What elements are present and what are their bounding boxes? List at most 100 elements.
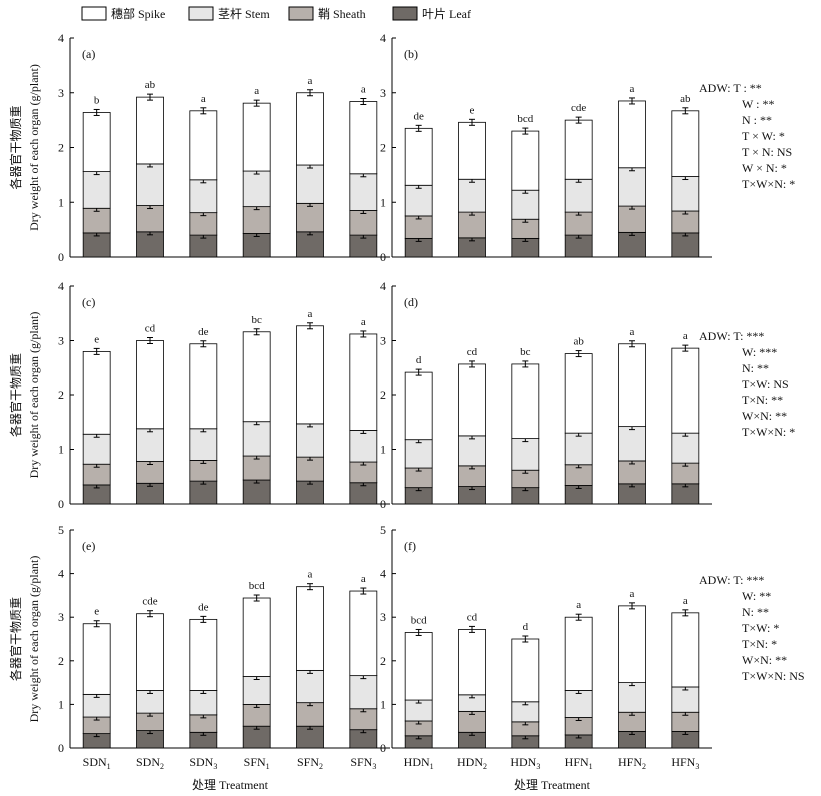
bar-segment <box>618 605 646 684</box>
bar-segment <box>82 350 111 435</box>
y-tick-label: 2 <box>58 141 64 155</box>
x-tick-base: HFN <box>565 755 589 769</box>
bar-stack: ffdbcd <box>511 113 540 258</box>
bar-segment <box>296 423 324 458</box>
x-tick-base: SDN <box>189 755 213 769</box>
significance-letter: e <box>94 333 99 345</box>
bar-segment <box>511 438 540 471</box>
bar-segment <box>296 202 324 233</box>
bar-segment <box>671 432 700 464</box>
significance-letter: a <box>254 85 259 97</box>
legend-label: 穗部 Spike <box>111 6 165 21</box>
x-axis-title: 处理 Treatment <box>192 778 269 792</box>
significance-letter: d <box>523 621 529 633</box>
x-tick-base: SDN <box>83 755 107 769</box>
bar-stack: deefdebcd <box>404 614 433 749</box>
significance-letter: cde <box>571 102 586 114</box>
bar-segment <box>458 629 486 696</box>
anova-stats: ADW: T: *** W: ** N: ** T×W: * T×N: * W×N: **… <box>699 573 805 683</box>
bar-segment <box>189 618 218 691</box>
legend-swatch <box>81 6 107 21</box>
bar-segment <box>404 632 433 701</box>
bar-stack: abbbcd <box>242 580 271 749</box>
y-tick-label: 1 <box>58 195 64 209</box>
bar-segment <box>618 167 646 207</box>
significance-letter: cde <box>142 596 157 608</box>
significance-letter: a <box>201 93 206 105</box>
y-axis-title-en: Dry weight of each organ (g/plant) <box>27 556 41 723</box>
significance-letter: a <box>361 316 366 328</box>
bar-stack: cdbccde <box>564 102 593 258</box>
anova-stat-line: T × N: NS <box>742 145 792 159</box>
bar-segment <box>511 363 540 439</box>
panel-label: (d) <box>404 295 418 309</box>
anova-stat-line: ADW: T : ** <box>699 81 762 95</box>
significance-letter: a <box>683 330 688 342</box>
x-tick-label: HFN3 <box>671 755 699 771</box>
x-tick-label: SFN2 <box>297 755 323 771</box>
bar-segment <box>296 92 324 166</box>
chart-panel: 0 1 2 3 4 (c) ffce ebcdabcd ccdbcde aaabc bcaaba de… <box>58 279 390 511</box>
bar-segment <box>136 96 164 165</box>
x-tick-sub: 1 <box>266 762 270 771</box>
panel-label: (e) <box>82 539 95 553</box>
legend: 穗部 Spike 茎杆 Stem 鞘 Sheath 叶片 Leaf <box>81 6 471 21</box>
significance-letter: a <box>576 599 581 611</box>
significance-letter: bc <box>251 314 262 326</box>
bar-segment <box>618 100 646 169</box>
bar-segment <box>404 439 433 469</box>
y-tick-label: 3 <box>58 86 64 100</box>
chart-panels: 01234(a)aaabbabaabaebaababaaaaaacdaba012… <box>58 31 805 771</box>
significance-letter: b <box>94 94 100 106</box>
y-tick-label: 3 <box>58 334 64 348</box>
bar-stack: cddedecde <box>136 596 164 749</box>
bar-segment <box>189 690 218 716</box>
bar-segment <box>671 232 700 258</box>
bar-segment <box>136 163 164 206</box>
bar-segment <box>349 173 378 211</box>
significance-letter: e <box>94 606 99 618</box>
bar-stack: edefee <box>82 606 111 749</box>
x-tick-sub: 1 <box>107 762 111 771</box>
bar-segment <box>511 638 540 703</box>
bar-segment <box>242 233 271 258</box>
bar-segment <box>189 343 218 430</box>
significance-letter: d <box>416 354 422 366</box>
bar-segment <box>242 455 271 481</box>
bar-segment <box>404 127 433 186</box>
chart-panel: 012345(f)deefdebcdHDN1bcdecdHDN2effdHDN3… <box>380 523 805 771</box>
anova-stat-line: N: ** <box>742 605 769 619</box>
y-tick-label: 2 <box>58 654 64 668</box>
bar-stack: aaabc <box>242 314 271 505</box>
bar-segment <box>349 210 378 236</box>
anova-stat-line: T×N: * <box>742 637 777 651</box>
anova-stat-line: T×W×N: NS <box>742 669 805 683</box>
bar-segment <box>242 479 271 505</box>
x-tick-label: HDN2 <box>457 755 487 771</box>
bar-stack: deeaba <box>349 316 378 505</box>
y-tick-label: 2 <box>380 388 386 402</box>
bar-segment <box>189 428 218 461</box>
bar-segment <box>564 353 593 434</box>
legend-label: 叶片 Leaf <box>422 7 471 21</box>
bar-stack: defcdde <box>189 601 218 749</box>
x-tick-sub: 3 <box>372 762 376 771</box>
anova-stat-line: T×W×N: * <box>742 177 795 191</box>
x-tick-sub: 3 <box>213 762 217 771</box>
legend-item: 鞘 Sheath <box>288 6 366 21</box>
x-axis-title: 处理 Treatment <box>514 778 591 792</box>
anova-stat-line: W × N: * <box>742 161 787 175</box>
bar-stack: acdaba <box>349 84 378 258</box>
bar-segment <box>404 184 433 217</box>
panel-label: (f) <box>404 539 416 553</box>
bar-segment <box>242 170 271 208</box>
bar-segment <box>458 435 486 467</box>
y-tick-label: 0 <box>58 250 64 264</box>
bar-segment <box>136 613 164 691</box>
x-tick-sub: 2 <box>483 762 487 771</box>
x-tick-label: HDN3 <box>510 755 540 771</box>
